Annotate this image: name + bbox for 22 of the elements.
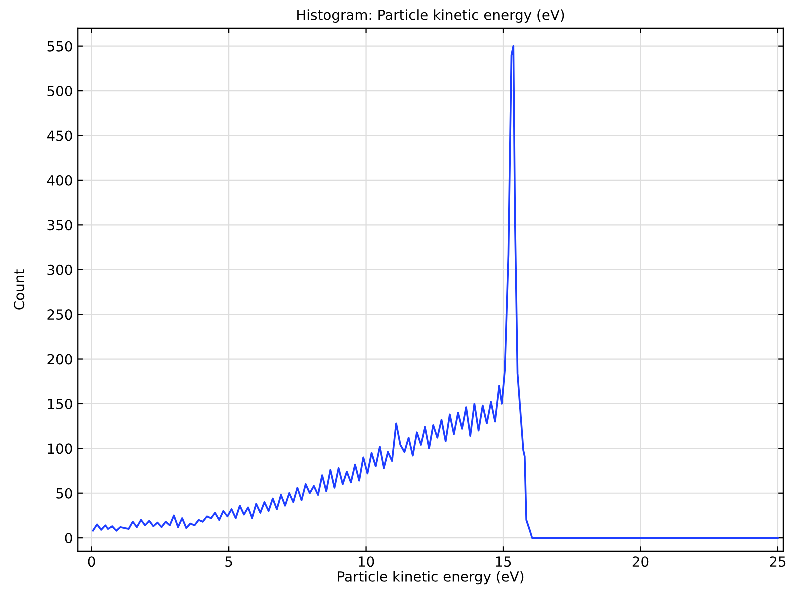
y-tick-label: 550 [48, 41, 72, 52]
y-tick-label: 350 [48, 220, 72, 231]
x-tick-label: 10 [358, 556, 374, 568]
y-tick-label: 50 [56, 488, 72, 499]
y-tick-label: 500 [48, 86, 72, 97]
y-tick-label: 400 [47, 175, 72, 186]
y-tick-label: 100 [48, 444, 72, 454]
y-tick-label: 250 [48, 310, 72, 320]
x-axis-title: Particle kinetic energy (eV) [338, 571, 524, 585]
y-tick-label: 200 [48, 354, 72, 365]
x-tick-label: 5 [226, 556, 232, 568]
x-tick-label: 20 [632, 556, 649, 568]
x-tick-label: 25 [770, 556, 786, 568]
line-series [92, 45, 779, 539]
y-tick-label: 150 [48, 398, 72, 410]
chart-title: Histogram: Particle kinetic energy (eV) [298, 10, 564, 24]
y-tick-label: 450 [47, 130, 72, 142]
y-tick-label: 300 [48, 264, 72, 276]
y-axis-title: Count [14, 270, 25, 310]
y-tick-label: 0 [65, 533, 72, 544]
x-tick-label: 15 [496, 556, 512, 568]
x-tick-label: 0 [88, 556, 96, 568]
